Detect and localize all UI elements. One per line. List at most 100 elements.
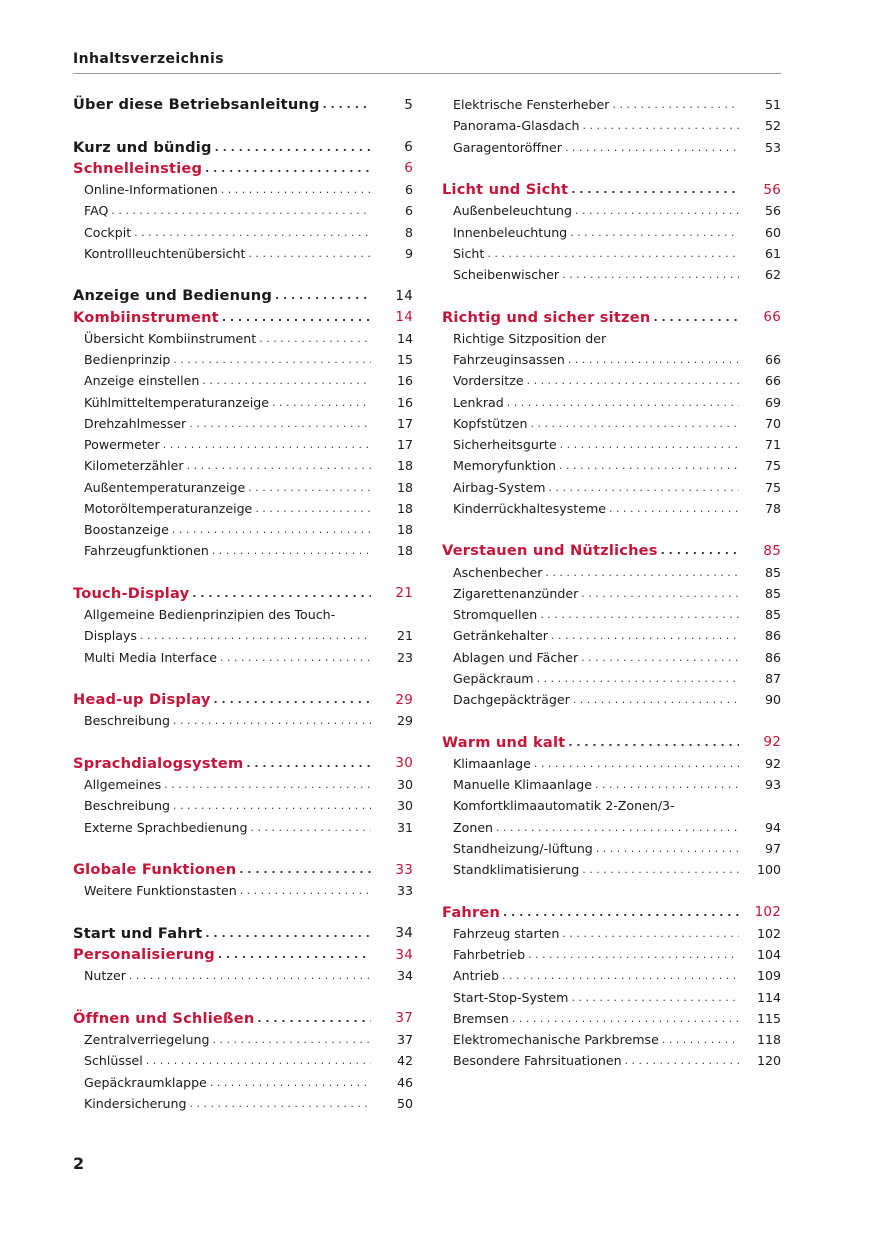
toc-entry-item[interactable]: Airbag-System 75 bbox=[442, 477, 781, 498]
toc-entry-item[interactable]: Nutzer 34 bbox=[73, 965, 413, 986]
toc-entry-item[interactable]: Sicht 61 bbox=[442, 243, 781, 264]
toc-entry-section[interactable]: Richtig und sicher sitzen 66 bbox=[442, 307, 781, 328]
toc-entry-item[interactable]: Bremsen 115 bbox=[442, 1008, 781, 1029]
toc-entry-item[interactable]: Zonen 94 bbox=[442, 817, 781, 838]
toc-entry-section[interactable]: Licht und Sicht 56 bbox=[442, 179, 781, 200]
toc-entry-item[interactable]: Fahrzeug starten 102 bbox=[442, 923, 781, 944]
entry-title: Kopfstützen bbox=[453, 415, 528, 431]
dot-leader bbox=[531, 757, 739, 770]
toc-entry-item[interactable]: Allgemeines 30 bbox=[73, 774, 413, 795]
toc-entry-item[interactable]: Motoröltemperaturanzeige 18 bbox=[73, 498, 413, 519]
toc-entry-item[interactable]: Richtige Sitzposition der bbox=[442, 328, 781, 349]
toc-entry-section[interactable]: Verstauen und Nützliches 85 bbox=[442, 540, 781, 561]
toc-entry-item[interactable]: Vordersitze 66 bbox=[442, 370, 781, 391]
toc-entry-item[interactable]: Kilometerzähler 18 bbox=[73, 455, 413, 476]
toc-entry-item[interactable]: Powermeter 17 bbox=[73, 434, 413, 455]
entry-title: Memoryfunktion bbox=[453, 458, 557, 474]
toc-entry-item[interactable]: Garagentoröffner 53 bbox=[442, 137, 781, 158]
toc-entry-item[interactable]: Besondere Fahrsituationen 120 bbox=[442, 1050, 781, 1071]
toc-entry-item[interactable]: Ablagen und Fächer 86 bbox=[442, 647, 781, 668]
entry-title: Öffnen und Schließen bbox=[73, 1009, 255, 1027]
toc-entry-item[interactable]: Kühlmitteltemperaturanzeige 16 bbox=[73, 392, 413, 413]
toc-entry-heading[interactable]: Start und Fahrt 34 bbox=[73, 923, 413, 944]
toc-entry-item[interactable]: Komfortklimaautomatik 2-Zonen/3- bbox=[442, 795, 781, 816]
toc-entry-item[interactable]: Displays 21 bbox=[73, 625, 413, 646]
toc-entry-item[interactable]: Start-Stop-System 114 bbox=[442, 987, 781, 1008]
toc-entry-item[interactable]: Kindersicherung 50 bbox=[73, 1093, 413, 1114]
toc-entry-item[interactable]: Multi Media Interface 23 bbox=[73, 647, 413, 668]
entry-page: 66 bbox=[764, 373, 781, 389]
toc-entry-item[interactable]: Beschreibung 30 bbox=[73, 795, 413, 816]
toc-entry-section[interactable]: Personalisierung 34 bbox=[73, 944, 413, 965]
toc-entry-item[interactable]: Externe Sprachbedienung 31 bbox=[73, 817, 413, 838]
toc-entry-item[interactable]: Stromquellen 85 bbox=[442, 604, 781, 625]
toc-entry-item[interactable]: Standklimatisierung 100 bbox=[442, 859, 781, 880]
toc-entry-item[interactable]: Übersicht Kombiinstrument 14 bbox=[73, 328, 413, 349]
toc-entry-section[interactable]: Kombiinstrument 14 bbox=[73, 307, 413, 328]
toc-entry-item[interactable]: Fahrzeugfunktionen 18 bbox=[73, 540, 413, 561]
toc-entry-item[interactable]: Zentralverriegelung 37 bbox=[73, 1029, 413, 1050]
toc-entry-item[interactable]: Bedienprinzip 15 bbox=[73, 349, 413, 370]
toc-entry-item[interactable]: Fahrbetrieb 104 bbox=[442, 944, 781, 965]
entry-page: 37 bbox=[396, 1032, 413, 1048]
toc-entry-item[interactable]: Kinderrückhaltesysteme 78 bbox=[442, 498, 781, 519]
toc-entry-heading[interactable]: Kurz und bündig 6 bbox=[73, 137, 413, 158]
toc-entry-item[interactable]: Elektromechanische Parkbremse 118 bbox=[442, 1029, 781, 1050]
toc-entry-item[interactable]: Anzeige einstellen 16 bbox=[73, 370, 413, 391]
toc-entry-item[interactable]: Allgemeine Bedienprinzipien des Touch- bbox=[73, 604, 413, 625]
toc-entry-item[interactable]: Cockpit 8 bbox=[73, 222, 413, 243]
entry-page: 86 bbox=[764, 649, 781, 665]
entry-page: 70 bbox=[764, 415, 781, 431]
toc-entry-item[interactable]: Fahrzeuginsassen 66 bbox=[442, 349, 781, 370]
dot-leader bbox=[189, 587, 371, 600]
toc-entry-item[interactable]: Aschenbecher 85 bbox=[442, 562, 781, 583]
dot-leader bbox=[126, 969, 371, 982]
toc-entry-item[interactable]: Schlüssel 42 bbox=[73, 1050, 413, 1071]
toc-entry-item[interactable]: FAQ 6 bbox=[73, 200, 413, 221]
entry-title: Übersicht Kombiinstrument bbox=[84, 330, 257, 346]
toc-entry-section[interactable]: Öffnen und Schließen 37 bbox=[73, 1008, 413, 1029]
entry-page: 75 bbox=[764, 479, 781, 495]
toc-entry-item[interactable]: Memoryfunktion 75 bbox=[442, 455, 781, 476]
toc-entry-item[interactable]: Außenbeleuchtung 56 bbox=[442, 200, 781, 221]
toc-entry-item[interactable]: Klimaanlage 92 bbox=[442, 753, 781, 774]
dot-leader bbox=[217, 651, 371, 664]
toc-entry-item[interactable]: Gepäckraum 87 bbox=[442, 668, 781, 689]
toc-entry-item[interactable]: Antrieb 109 bbox=[442, 965, 781, 986]
entry-page: 52 bbox=[764, 118, 781, 134]
toc-entry-item[interactable]: Boostanzeige 18 bbox=[73, 519, 413, 540]
toc-entry-section[interactable]: Sprachdialogsystem 30 bbox=[73, 753, 413, 774]
toc-entry-section[interactable]: Schnelleinstieg 6 bbox=[73, 158, 413, 179]
toc-entry-item[interactable]: Gepäckraumklappe 46 bbox=[73, 1072, 413, 1093]
toc-entry-section[interactable]: Globale Funktionen 33 bbox=[73, 859, 413, 880]
toc-entry-item[interactable]: Drehzahlmesser 17 bbox=[73, 413, 413, 434]
toc-entry-item[interactable]: Sicherheitsgurte 71 bbox=[442, 434, 781, 455]
toc-entry-item[interactable]: Elektrische Fensterheber 51 bbox=[442, 94, 781, 115]
entry-title: FAQ bbox=[84, 203, 109, 219]
toc-entry-item[interactable]: Online-Informationen 6 bbox=[73, 179, 413, 200]
toc-entry-item[interactable]: Kopfstützen 70 bbox=[442, 413, 781, 434]
toc-entry-heading[interactable]: Über diese Betriebsanleitung 5 bbox=[73, 94, 413, 115]
toc-entry-heading[interactable]: Anzeige und Bedienung 14 bbox=[73, 285, 413, 306]
entry-title: Licht und Sicht bbox=[442, 181, 569, 199]
dot-leader bbox=[525, 948, 739, 961]
toc-entry-item[interactable]: Zigarettenanzünder 85 bbox=[442, 583, 781, 604]
toc-entry-item[interactable]: Außentemperaturanzeige 18 bbox=[73, 477, 413, 498]
toc-entry-section[interactable]: Touch-Display 21 bbox=[73, 583, 413, 604]
toc-entry-item[interactable]: Panorama-Glasdach 52 bbox=[442, 115, 781, 136]
toc-entry-item[interactable]: Lenkrad 69 bbox=[442, 392, 781, 413]
toc-entry-section[interactable]: Warm und kalt 92 bbox=[442, 732, 781, 753]
toc-entry-item[interactable]: Innenbeleuchtung 60 bbox=[442, 222, 781, 243]
toc-column-left: Über diese Betriebsanleitung 5 Kurz und bü… bbox=[73, 94, 413, 1114]
toc-entry-item[interactable]: Dachgepäckträger 90 bbox=[442, 689, 781, 710]
toc-entry-section[interactable]: Fahren 102 bbox=[442, 902, 781, 923]
toc-entry-item[interactable]: Standheizung/-lüftung 97 bbox=[442, 838, 781, 859]
toc-entry-item[interactable]: Getränkehalter 86 bbox=[442, 625, 781, 646]
toc-entry-section[interactable]: Head-up Display 29 bbox=[73, 689, 413, 710]
toc-entry-item[interactable]: Beschreibung 29 bbox=[73, 710, 413, 731]
toc-entry-item[interactable]: Manuelle Klimaanlage 93 bbox=[442, 774, 781, 795]
toc-entry-item[interactable]: Scheibenwischer 62 bbox=[442, 264, 781, 285]
entry-page: 18 bbox=[396, 522, 413, 538]
toc-entry-item[interactable]: Weitere Funktionstasten 33 bbox=[73, 880, 413, 901]
toc-entry-item[interactable]: Kontrollleuchtenübersicht 9 bbox=[73, 243, 413, 264]
